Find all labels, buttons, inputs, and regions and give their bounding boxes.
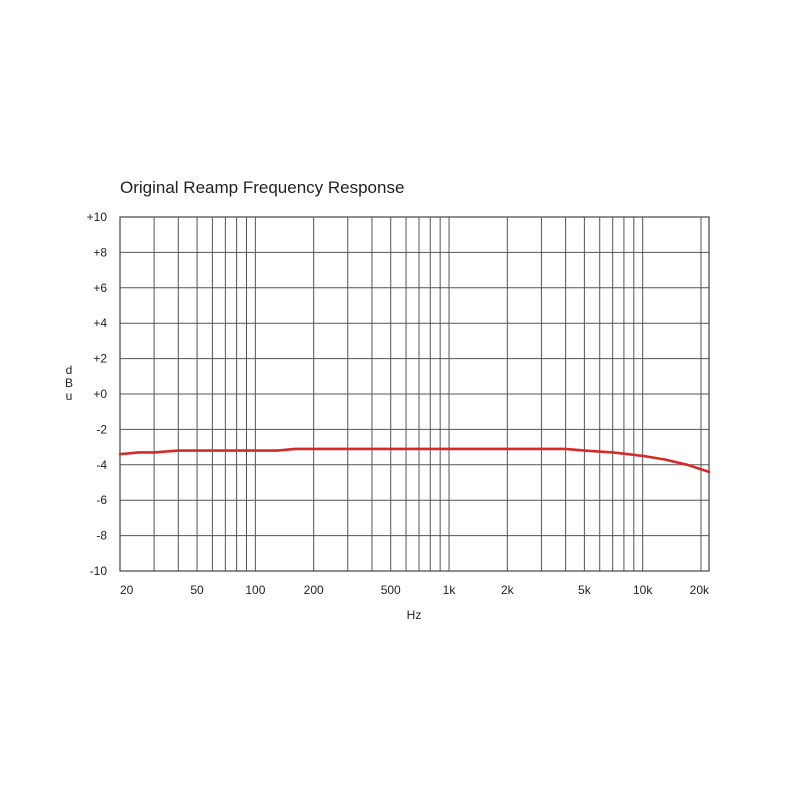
x-tick-label: 100 — [245, 583, 265, 597]
y-tick-label: -4 — [96, 458, 107, 472]
y-tick-label: +4 — [93, 316, 107, 330]
y-tick-label: -6 — [96, 493, 107, 507]
y-tick-label: -8 — [96, 529, 107, 543]
y-axis-label: dBu — [65, 363, 73, 403]
x-tick-label: 2k — [501, 583, 515, 597]
x-tick-label: 1k — [443, 583, 457, 597]
y-tick-label: -2 — [96, 422, 107, 436]
x-tick-label: 200 — [304, 583, 324, 597]
y-tick-label: +6 — [93, 281, 107, 295]
series-line-0 — [118, 447, 711, 474]
tick-labels: +10 +8 +6 +4 +2 +0 -2 -4 -6 -8 -10 20 50 100 200 500 1k 2… — [87, 210, 710, 597]
x-tick-label: 50 — [190, 583, 204, 597]
y-axis-label-char: d — [66, 363, 73, 377]
y-axis-label-char: u — [66, 389, 73, 403]
series-layer — [118, 447, 711, 474]
x-axis-label: Hz — [407, 608, 422, 622]
chart-title: Original Reamp Frequency Response — [120, 178, 405, 197]
x-tick-label: 20k — [690, 583, 710, 597]
y-axis-label-char: B — [65, 376, 73, 390]
y-tick-label: -10 — [90, 564, 108, 578]
plot-frame — [119, 216, 710, 572]
x-tick-label: 20 — [120, 583, 134, 597]
y-tick-label: +10 — [87, 210, 108, 224]
x-tick-label: 10k — [633, 583, 653, 597]
x-tick-label: 5k — [578, 583, 592, 597]
y-tick-label: +8 — [93, 245, 107, 259]
grid — [119, 216, 710, 572]
y-tick-label: +2 — [93, 352, 107, 366]
x-tick-label: 500 — [381, 583, 401, 597]
y-tick-label: +0 — [93, 387, 107, 401]
